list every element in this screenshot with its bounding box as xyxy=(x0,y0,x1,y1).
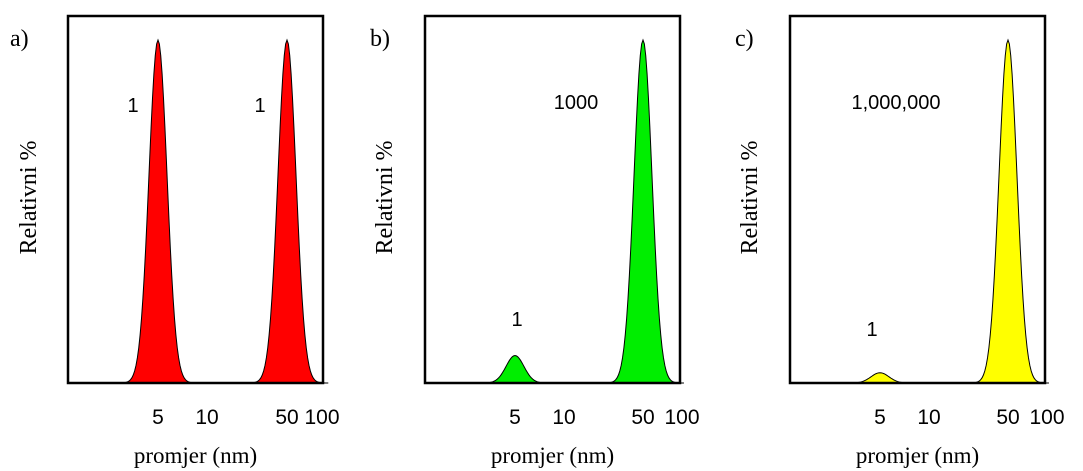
y-axis-label: Relativni % xyxy=(737,141,763,255)
x-tick-label: 100 xyxy=(664,406,699,429)
x-tick-label: 50 xyxy=(996,406,1019,429)
x-tick-label: 10 xyxy=(195,406,218,429)
y-axis-label: Relativni % xyxy=(16,141,42,255)
x-tick-label: 100 xyxy=(1029,406,1064,429)
panel-letter: a) xyxy=(10,26,29,52)
x-tick-label: 50 xyxy=(275,406,298,429)
peak-1 xyxy=(116,38,200,384)
x-tick-label: 5 xyxy=(152,406,164,429)
x-tick-label: 5 xyxy=(509,406,521,429)
peak-1 xyxy=(474,355,556,384)
x-axis-label: promjer (nm) xyxy=(134,443,257,468)
peak-label-2: 1,000,000 xyxy=(852,92,941,114)
peak-label-2: 1000 xyxy=(554,92,599,114)
peak-label-1: 1 xyxy=(127,95,138,117)
x-axis-label: promjer (nm) xyxy=(856,443,979,468)
peak-label-1: 1 xyxy=(511,309,522,331)
peak-label-2: 1 xyxy=(254,95,265,117)
x-tick-label: 10 xyxy=(552,406,575,429)
peak-label-1: 1 xyxy=(866,319,877,341)
plot-frame xyxy=(66,14,325,385)
x-tick-label: 100 xyxy=(304,406,339,429)
x-tick-label: 50 xyxy=(631,406,654,429)
x-tick-label: 10 xyxy=(917,406,940,429)
peak-2 xyxy=(245,38,329,384)
chart-panel-1: 1 1 5 10 50 100 promjer (nm) Relativni % a) xyxy=(10,14,340,468)
x-axis-label: promjer (nm) xyxy=(491,443,614,468)
y-axis-label: Relativni % xyxy=(372,141,398,255)
chart-panel-3: 1 1,000,000 5 10 50 100 promjer (nm) Relativni … xyxy=(735,14,1065,468)
chart-panel-2: 1 1000 5 10 50 100 promjer (nm) Relativni % b) xyxy=(370,14,700,468)
panel-letter: b) xyxy=(370,26,390,52)
plot-frame xyxy=(788,14,1047,385)
plot-frame xyxy=(423,14,682,385)
x-tick-label: 5 xyxy=(874,406,886,429)
panel-letter: c) xyxy=(735,26,754,52)
peak-1 xyxy=(839,372,921,384)
peak-2 xyxy=(602,38,684,384)
peak-2 xyxy=(967,38,1049,384)
